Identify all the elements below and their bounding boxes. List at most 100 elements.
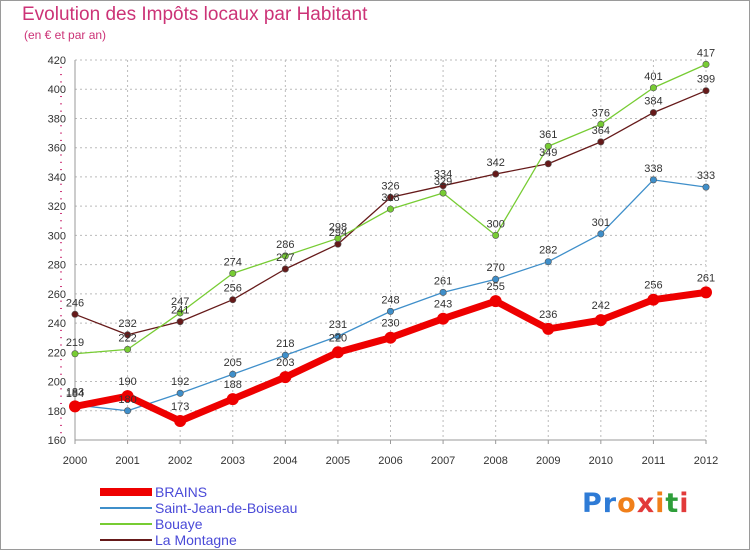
data-point — [594, 314, 607, 327]
x-tick-label: 2007 — [431, 455, 455, 467]
data-label: 218 — [276, 338, 294, 350]
data-point — [121, 390, 134, 403]
data-label: 203 — [276, 357, 294, 369]
legend-swatch — [100, 523, 152, 525]
data-point — [331, 346, 344, 359]
data-label: 261 — [697, 272, 715, 284]
data-label: 326 — [381, 180, 399, 192]
data-point — [439, 182, 447, 190]
y-tick-label: 320 — [48, 201, 66, 213]
data-point — [229, 370, 237, 378]
logo-letter: t — [665, 488, 680, 519]
data-label: 183 — [66, 386, 84, 398]
y-tick-label: 260 — [48, 289, 66, 301]
data-label: 232 — [118, 318, 136, 330]
data-label: 333 — [697, 170, 715, 182]
x-tick-label: 2008 — [483, 455, 507, 467]
data-point — [439, 189, 447, 197]
data-point — [71, 350, 79, 358]
data-point — [649, 176, 657, 184]
data-label: 364 — [592, 125, 610, 137]
x-tick-label: 2010 — [589, 455, 613, 467]
data-point — [124, 345, 132, 353]
x-tick-label: 2001 — [115, 455, 139, 467]
logo-letter: x — [636, 488, 656, 519]
data-point — [492, 231, 500, 239]
data-label: 188 — [224, 379, 242, 391]
data-point — [281, 265, 289, 273]
data-point — [489, 295, 502, 308]
data-label: 298 — [329, 221, 347, 233]
data-point — [544, 142, 552, 150]
y-tick-label: 420 — [48, 55, 66, 67]
data-label: 329 — [434, 176, 452, 188]
data-label: 270 — [486, 262, 504, 274]
data-label: 277 — [276, 252, 294, 264]
x-tick-label: 2006 — [378, 455, 402, 467]
legend-label: BRAINS — [155, 484, 208, 500]
data-label: 401 — [644, 71, 662, 83]
data-label: 274 — [224, 256, 242, 268]
y-tick-label: 300 — [48, 230, 66, 242]
data-point — [386, 307, 394, 315]
data-label: 205 — [224, 357, 242, 369]
data-label: 231 — [329, 319, 347, 331]
y-tick-label: 160 — [48, 435, 66, 447]
logo-letter: r — [602, 488, 618, 519]
data-point — [702, 87, 710, 95]
data-label: 338 — [644, 163, 662, 175]
data-label: 286 — [276, 239, 294, 251]
data-point — [229, 269, 237, 277]
data-point — [71, 310, 79, 318]
legend-label: La Montagne — [155, 532, 237, 548]
y-tick-label: 180 — [48, 406, 66, 418]
data-label: 256 — [224, 283, 242, 295]
data-label: 220 — [329, 332, 347, 344]
data-label: 399 — [697, 74, 715, 86]
data-point — [386, 193, 394, 201]
data-point — [544, 258, 552, 266]
data-label: 301 — [592, 217, 610, 229]
logo-letter: i — [655, 488, 666, 519]
y-tick-label: 380 — [48, 113, 66, 125]
data-label: 219 — [66, 337, 84, 349]
data-label: 246 — [66, 297, 84, 309]
data-label: 417 — [697, 47, 715, 59]
x-tick-label: 2005 — [326, 455, 350, 467]
data-label: 294 — [329, 227, 347, 239]
data-label: 255 — [486, 281, 504, 293]
data-point — [702, 183, 710, 191]
data-point — [279, 371, 292, 384]
legend-swatch — [100, 507, 152, 509]
data-point — [334, 240, 342, 248]
data-point — [176, 318, 184, 326]
data-point — [176, 389, 184, 397]
data-point — [334, 234, 342, 242]
x-tick-label: 2002 — [168, 455, 192, 467]
data-point — [281, 252, 289, 260]
chart-title: Evolution des Impôts locaux par Habitant — [22, 4, 368, 25]
x-tick-label: 2000 — [63, 455, 87, 467]
data-label: 173 — [171, 401, 189, 413]
data-point — [439, 288, 447, 296]
data-label: 300 — [486, 218, 504, 230]
data-label: 180 — [118, 394, 136, 406]
data-point — [542, 322, 555, 335]
data-label: 236 — [539, 309, 557, 321]
data-point — [176, 309, 184, 317]
data-label: 248 — [381, 294, 399, 306]
data-point — [702, 60, 710, 68]
data-point — [226, 393, 239, 406]
data-label: 361 — [539, 129, 557, 141]
x-tick-label: 2011 — [642, 455, 666, 467]
data-label: 261 — [434, 275, 452, 287]
data-point — [597, 138, 605, 146]
chart-subtitle: (en € et par an) — [24, 28, 107, 42]
data-label: 384 — [644, 96, 662, 108]
data-label: 247 — [171, 296, 189, 308]
data-point — [124, 331, 132, 339]
data-point — [334, 332, 342, 340]
y-tick-label: 200 — [48, 377, 66, 389]
